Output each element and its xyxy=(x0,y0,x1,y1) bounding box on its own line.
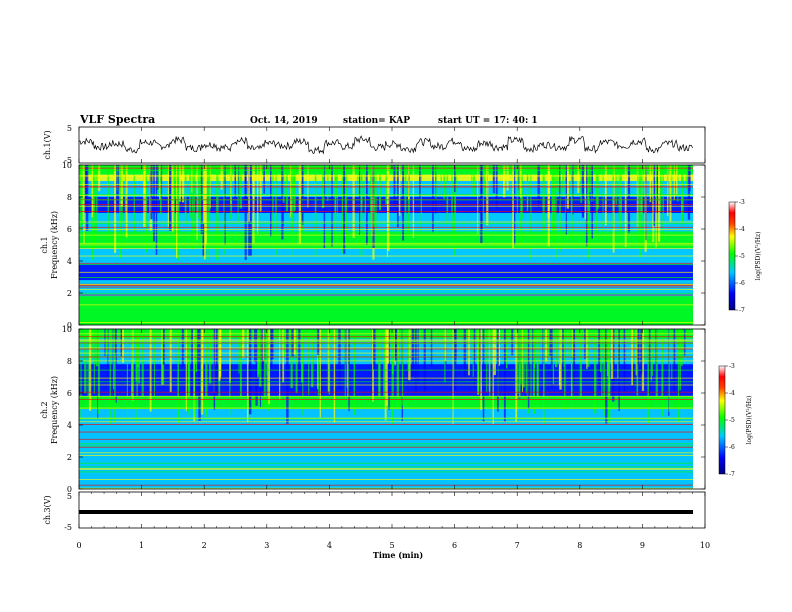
ch3-ytick-top: 5 xyxy=(67,492,72,501)
x-axis-label: Time (min) xyxy=(373,550,423,560)
ch3-ytick-bottom: -5 xyxy=(64,523,72,532)
x-tick-label: 0 xyxy=(76,541,81,550)
colorbar-tick-label: -7 xyxy=(729,471,735,478)
x-axis: 0 1 2 3 4 5 6 7 8 9 10 xyxy=(76,127,710,550)
ch2-colorbar: -3 -4 -5 -6 -7 log(PSD)(V²/Hz) xyxy=(718,363,753,478)
ch1-spectrogram-panel: 0 2 4 6 8 10 ch.1 Frequency (kHz) xyxy=(40,161,706,330)
ch1-waveform-panel: 5 -5 ch.1(V) xyxy=(43,124,706,165)
ch1-trace xyxy=(78,135,693,155)
x-tick-label: 9 xyxy=(640,541,645,550)
colorbar-tick-label: -6 xyxy=(729,444,735,451)
freq-tick-label: 10 xyxy=(62,161,72,170)
freq-tick-label: 2 xyxy=(67,289,72,298)
figure-title: VLF Spectra xyxy=(79,113,155,126)
ch2-spec-ylabel-freq: Frequency (kHz) xyxy=(50,376,59,444)
ch2-spec-ylabel-ch: ch.2 xyxy=(40,401,49,418)
freq-tick-label: 2 xyxy=(67,453,72,462)
ch1-ytick-top: 5 xyxy=(67,124,72,133)
freq-tick-label: 6 xyxy=(67,225,72,234)
ch2-colorbar-label: log(PSD)(V²/Hz) xyxy=(746,396,753,445)
ch1-colorbar: -3 -4 -5 -6 -7 log(PSD)(V²/Hz) xyxy=(728,199,762,314)
colorbar-tick-label: -6 xyxy=(739,280,745,287)
x-tick-label: 8 xyxy=(577,541,582,550)
colorbar-tick-label: -7 xyxy=(739,307,745,314)
ch3-ylabel: ch.3(V) xyxy=(43,495,52,524)
ch2-spectrogram-image xyxy=(79,329,705,489)
colorbar-tick-label: -3 xyxy=(739,199,745,206)
x-tick-label: 6 xyxy=(452,541,457,550)
ch1-spectrogram-image xyxy=(79,165,705,325)
freq-tick-label: 4 xyxy=(67,421,72,430)
colorbar-tick-label: -5 xyxy=(729,417,735,424)
colorbar-tick-label: -3 xyxy=(729,363,735,370)
ch1-spec-ylabel-ch: ch.1 xyxy=(40,236,49,253)
ch1-ytick-bottom: -5 xyxy=(64,156,72,165)
freq-tick-label: 0 xyxy=(67,321,72,330)
freq-tick-label: 10 xyxy=(62,325,72,334)
x-tick-label: 10 xyxy=(700,541,710,550)
colorbar-tick-label: -5 xyxy=(739,253,745,260)
colorbar-tick-label: -4 xyxy=(739,226,745,233)
ch2-spectrogram-panel: 0 2 4 6 8 10 ch.2 Frequency (kHz) xyxy=(40,325,706,494)
freq-tick-label: 4 xyxy=(67,257,72,266)
freq-tick-label: 8 xyxy=(67,193,72,202)
ch1-colorbar-label: log(PSD)(V²/Hz) xyxy=(755,232,762,281)
ch1-ylabel: ch.1(V) xyxy=(43,130,52,159)
freq-tick-label: 0 xyxy=(67,485,72,494)
ch3-waveform-panel: 5 -5 ch.3(V) xyxy=(43,491,706,532)
x-tick-label: 4 xyxy=(327,541,332,550)
station-label: station= KAP xyxy=(343,116,410,126)
date-label: Oct. 14, 2019 xyxy=(250,116,318,126)
colorbar-tick-label: -4 xyxy=(729,390,735,397)
start-time-label: start UT = 17: 40: 1 xyxy=(438,116,538,126)
x-tick-label: 2 xyxy=(202,541,207,550)
x-tick-label: 5 xyxy=(389,541,394,550)
freq-tick-label: 6 xyxy=(67,389,72,398)
x-tick-label: 3 xyxy=(264,541,269,550)
x-tick-label: 7 xyxy=(515,541,520,550)
ch1-spec-ylabel-freq: Frequency (kHz) xyxy=(50,211,59,279)
freq-tick-label: 8 xyxy=(67,357,72,366)
x-tick-label: 1 xyxy=(139,541,144,550)
